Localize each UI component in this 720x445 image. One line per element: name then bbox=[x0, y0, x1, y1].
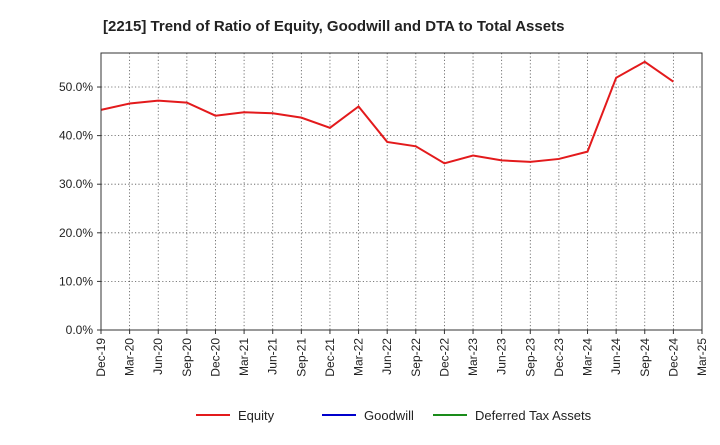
plot-frame bbox=[100, 52, 703, 331]
x-axis-ticks: Dec-19 Mar-20 Jun-20 Sep-20 Dec-20 Mar-21 Jun-… bbox=[94, 330, 709, 377]
legend-label: Goodwill bbox=[364, 408, 414, 423]
x-tick-label: Dec-22 bbox=[437, 338, 451, 377]
chart-title: [2215] Trend of Ratio of Equity, Goodwil… bbox=[103, 18, 564, 35]
x-tick-label: Mar-24 bbox=[581, 338, 595, 376]
legend-label: Equity bbox=[238, 408, 275, 423]
plot-area bbox=[100, 52, 703, 331]
x-tick-label: Mar-22 bbox=[352, 338, 366, 376]
x-tick-label: Sep-24 bbox=[638, 338, 652, 377]
y-tick-label: 0.0% bbox=[66, 323, 94, 337]
y-axis-ticks: 0.0% 10.0% 20.0% 30.0% 40.0% 50.0% bbox=[59, 80, 101, 337]
y-tick-label: 30.0% bbox=[59, 177, 93, 191]
y-tick-label: 50.0% bbox=[59, 80, 93, 94]
y-tick-label: 40.0% bbox=[59, 129, 93, 143]
x-tick-label: Sep-23 bbox=[523, 338, 537, 377]
x-tick-label: Dec-23 bbox=[552, 338, 566, 377]
x-tick-label: Jun-21 bbox=[266, 338, 280, 375]
legend-label: Deferred Tax Assets bbox=[475, 408, 592, 423]
x-tick-label: Jun-22 bbox=[380, 338, 394, 375]
series-line-equity bbox=[100, 60, 674, 165]
x-tick-label: Sep-21 bbox=[294, 338, 308, 377]
x-tick-label: Sep-20 bbox=[180, 338, 194, 377]
x-tick-label: Sep-22 bbox=[409, 338, 423, 377]
legend: Equity Goodwill Deferred Tax Assets bbox=[196, 408, 592, 423]
y-tick-label: 10.0% bbox=[59, 274, 93, 288]
x-tick-label: Dec-21 bbox=[323, 338, 337, 377]
x-tick-label: Jun-24 bbox=[609, 338, 623, 375]
x-tick-label: Dec-19 bbox=[94, 338, 108, 377]
x-tick-label: Jun-23 bbox=[495, 338, 509, 375]
x-tick-label: Dec-24 bbox=[666, 338, 680, 377]
plot-background bbox=[101, 53, 702, 330]
y-tick-label: 20.0% bbox=[59, 226, 93, 240]
x-tick-label: Dec-20 bbox=[208, 338, 222, 377]
x-tick-label: Mar-21 bbox=[237, 338, 251, 376]
x-tick-label: Mar-20 bbox=[123, 338, 137, 376]
x-tick-label: Mar-23 bbox=[466, 338, 480, 376]
x-tick-label: Jun-20 bbox=[151, 338, 165, 375]
x-tick-label: Mar-25 bbox=[695, 338, 709, 376]
